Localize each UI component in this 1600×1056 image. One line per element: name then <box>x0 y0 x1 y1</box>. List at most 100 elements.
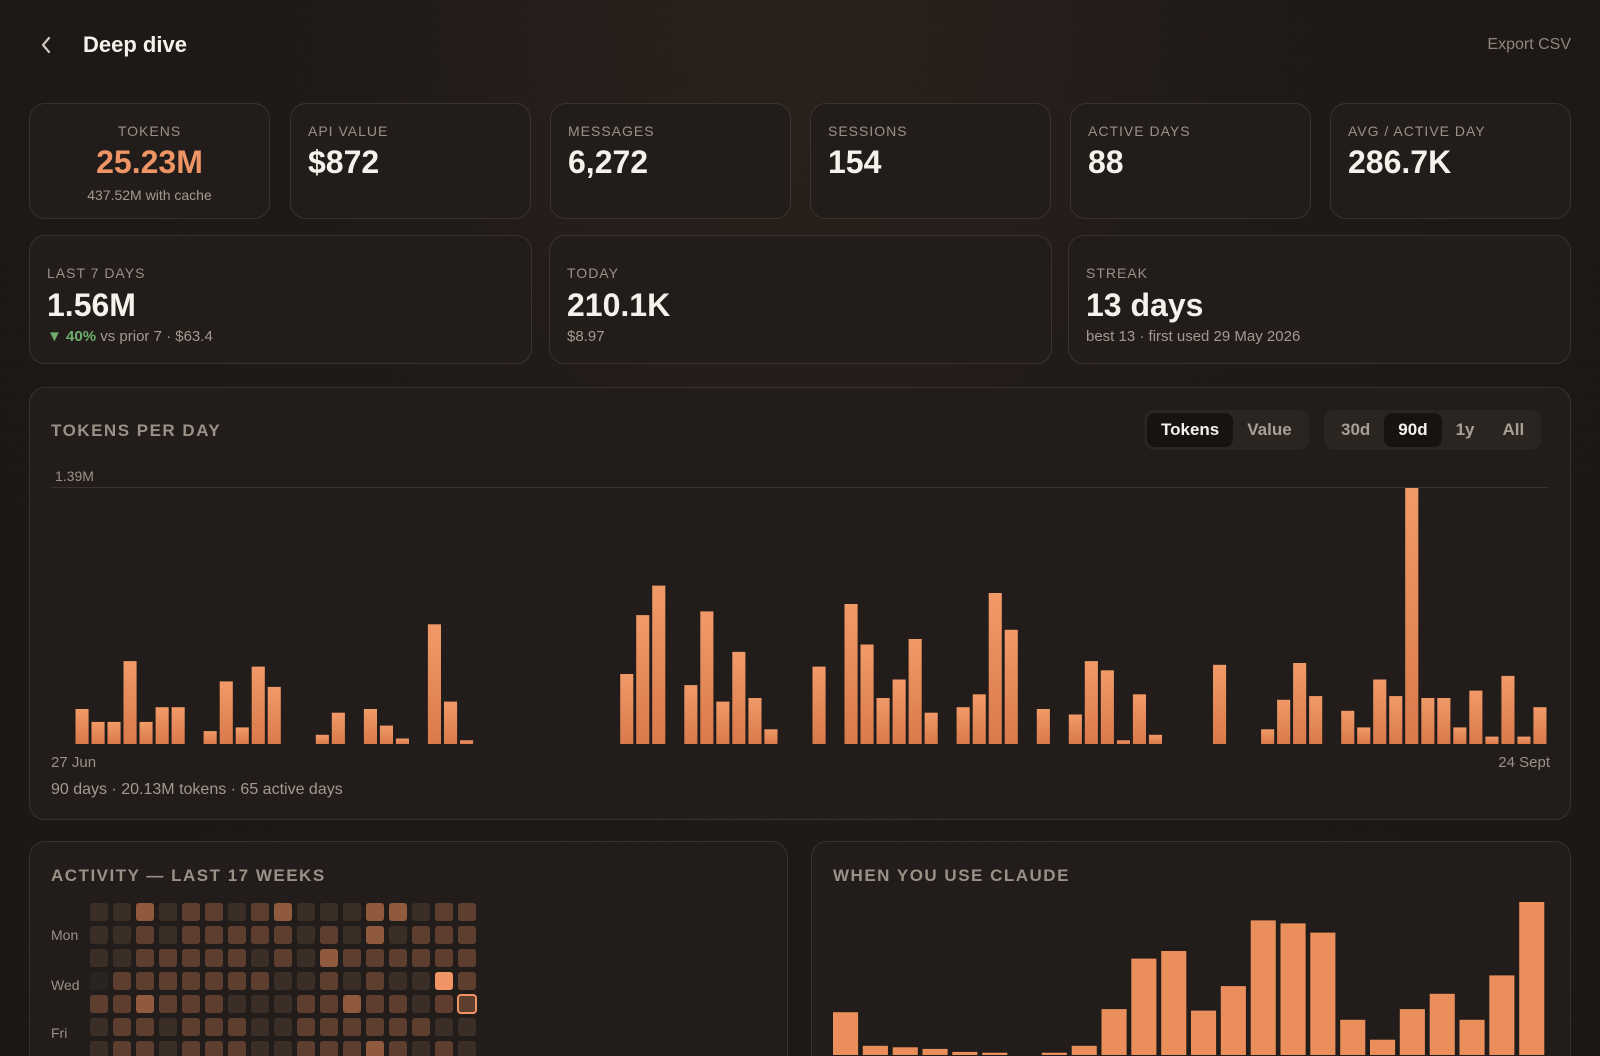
day-bar[interactable] <box>1357 727 1371 744</box>
heatmap-cell[interactable] <box>205 972 223 990</box>
heatmap-cell[interactable] <box>251 949 269 967</box>
day-bar[interactable] <box>636 615 650 744</box>
heatmap-cell[interactable] <box>182 972 200 990</box>
heatmap-cell[interactable] <box>320 926 338 944</box>
day-bar[interactable] <box>1405 488 1419 744</box>
heatmap-cell[interactable] <box>412 903 430 921</box>
heatmap-cell[interactable] <box>366 1041 384 1056</box>
hour-bar[interactable] <box>1071 1045 1097 1055</box>
heatmap-cell[interactable] <box>182 1018 200 1036</box>
day-bar[interactable] <box>908 639 922 744</box>
day-bar[interactable] <box>1469 690 1483 744</box>
heatmap-cell[interactable] <box>435 903 453 921</box>
day-bar[interactable] <box>107 721 121 744</box>
heatmap-cell[interactable] <box>274 949 292 967</box>
hour-bar[interactable] <box>1250 920 1276 1055</box>
day-bar[interactable] <box>331 712 345 744</box>
day-bar[interactable] <box>427 624 441 744</box>
heatmap-cell[interactable] <box>320 903 338 921</box>
day-bar[interactable] <box>684 685 698 744</box>
heatmap-cell[interactable] <box>274 995 292 1013</box>
heatmap-cell[interactable] <box>343 926 361 944</box>
heatmap-cell[interactable] <box>366 926 384 944</box>
heatmap-cell[interactable] <box>435 949 453 967</box>
heatmap-cell[interactable] <box>159 949 177 967</box>
hour-bar[interactable] <box>1310 932 1336 1055</box>
day-bar[interactable] <box>1068 714 1082 745</box>
day-bar[interactable] <box>1533 707 1547 744</box>
day-bar[interactable] <box>1341 710 1355 744</box>
heatmap-cell[interactable] <box>159 926 177 944</box>
day-bar[interactable] <box>1036 709 1050 744</box>
day-bar[interactable] <box>860 644 874 745</box>
heatmap-cell[interactable] <box>297 949 315 967</box>
toggle-value[interactable]: Value <box>1247 420 1292 439</box>
heatmap-cell[interactable] <box>136 1018 154 1036</box>
heatmap-cell[interactable] <box>412 926 430 944</box>
day-bar[interactable] <box>91 721 105 744</box>
heatmap-cell[interactable] <box>90 949 108 967</box>
heatmap-cell[interactable] <box>182 995 200 1013</box>
heatmap-cell[interactable] <box>435 995 453 1013</box>
day-bar[interactable] <box>1277 699 1291 744</box>
heatmap-cell[interactable] <box>159 995 177 1013</box>
heatmap-cell[interactable] <box>182 1041 200 1056</box>
hour-bar[interactable] <box>862 1045 888 1055</box>
heatmap-cell[interactable] <box>343 949 361 967</box>
hour-bar[interactable] <box>1340 1019 1366 1055</box>
hour-bar[interactable] <box>922 1048 948 1055</box>
heatmap-cell[interactable] <box>412 1018 430 1036</box>
heatmap-cell[interactable] <box>458 972 476 990</box>
day-bar[interactable] <box>1213 664 1227 744</box>
heatmap-cell[interactable] <box>320 949 338 967</box>
heatmap-cell[interactable] <box>251 972 269 990</box>
heatmap-cell[interactable] <box>458 1018 476 1036</box>
day-bar[interactable] <box>395 738 409 745</box>
hour-bar[interactable] <box>1191 1010 1217 1055</box>
hour-bar[interactable] <box>1399 1009 1425 1055</box>
heatmap-cell[interactable] <box>228 949 246 967</box>
day-bar[interactable] <box>1437 698 1451 744</box>
hour-bar[interactable] <box>952 1051 978 1055</box>
heatmap-cell[interactable] <box>205 903 223 921</box>
day-bar[interactable] <box>460 740 474 744</box>
heatmap-cell[interactable] <box>251 995 269 1013</box>
heatmap-cell[interactable] <box>113 903 131 921</box>
range-1y[interactable]: 1y <box>1455 420 1475 439</box>
heatmap-cell[interactable] <box>205 1018 223 1036</box>
heatmap-cell[interactable] <box>389 972 407 990</box>
heatmap-cell[interactable] <box>113 995 131 1013</box>
day-bar[interactable] <box>219 681 233 744</box>
heatmap-cell[interactable] <box>251 926 269 944</box>
heatmap-cell[interactable] <box>274 1018 292 1036</box>
heatmap-cell[interactable] <box>113 926 131 944</box>
day-bar[interactable] <box>924 712 938 744</box>
heatmap-cell[interactable] <box>136 1041 154 1056</box>
heatmap-cell[interactable] <box>320 1041 338 1056</box>
heatmap-cell[interactable] <box>228 1041 246 1056</box>
heatmap-cell[interactable] <box>136 949 154 967</box>
heatmap-cell[interactable] <box>412 1041 430 1056</box>
heatmap-cell[interactable] <box>366 995 384 1013</box>
heatmap-cell[interactable] <box>366 949 384 967</box>
heatmap-cell[interactable] <box>297 995 315 1013</box>
heatmap-cell[interactable] <box>136 972 154 990</box>
day-bar[interactable] <box>620 674 634 744</box>
heatmap-cell[interactable] <box>205 926 223 944</box>
hour-bar[interactable] <box>1429 993 1455 1055</box>
hour-bar[interactable] <box>1280 923 1306 1055</box>
day-bar[interactable] <box>203 731 217 744</box>
day-bar[interactable] <box>267 686 281 744</box>
heatmap-cell[interactable] <box>159 1018 177 1036</box>
heatmap-cell[interactable] <box>389 949 407 967</box>
heatmap-cell[interactable] <box>274 926 292 944</box>
heatmap-cell[interactable] <box>274 903 292 921</box>
heatmap-cell[interactable] <box>90 926 108 944</box>
day-bar[interactable] <box>139 721 153 744</box>
heatmap-cell[interactable] <box>297 1041 315 1056</box>
heatmap-cell[interactable] <box>205 1041 223 1056</box>
heatmap-cell[interactable] <box>366 972 384 990</box>
heatmap-cell[interactable] <box>113 1018 131 1036</box>
heatmap-cell[interactable] <box>389 903 407 921</box>
day-bar[interactable] <box>1132 694 1146 744</box>
